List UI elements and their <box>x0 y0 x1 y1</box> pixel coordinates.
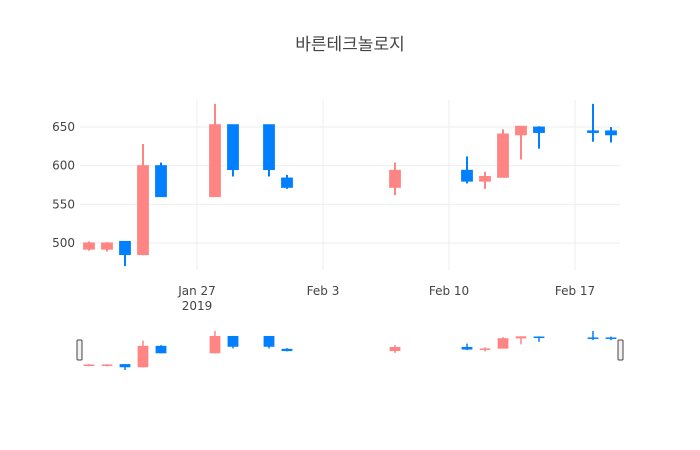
mini-candle <box>209 330 221 354</box>
mini-candle <box>533 336 545 342</box>
candle-body <box>461 169 473 182</box>
candle-body <box>101 242 113 250</box>
mini-candle-body <box>137 345 149 368</box>
candle-body <box>227 124 239 171</box>
candle-body <box>281 177 293 188</box>
candle-body <box>479 176 491 182</box>
candle-body <box>155 165 167 198</box>
mini-candle <box>119 364 131 371</box>
mini-candle-body <box>479 348 491 350</box>
mini-candle <box>479 347 491 352</box>
candle[interactable] <box>587 103 599 142</box>
candle[interactable] <box>281 174 293 189</box>
mini-candle-body <box>461 346 473 350</box>
range-slider-left-handle[interactable] <box>76 339 83 361</box>
candle-body <box>605 130 617 136</box>
mini-candle-body <box>155 345 167 354</box>
range-slider-candles <box>83 330 617 371</box>
mini-candle-body <box>119 364 131 368</box>
x-tick-label: Feb 17 <box>555 284 595 298</box>
x-tick-label: Feb 3 <box>307 284 340 298</box>
candle[interactable] <box>461 156 473 184</box>
mini-candle-body <box>281 348 293 352</box>
y-tick-label: 650 <box>52 120 75 134</box>
grid-layer <box>80 100 620 270</box>
mini-candle-body <box>227 335 239 347</box>
mini-candle-body <box>515 336 527 339</box>
candle[interactable] <box>137 144 149 256</box>
mini-candle <box>263 335 275 349</box>
mini-candle-body <box>101 364 113 366</box>
mini-candle <box>227 335 239 349</box>
mini-candle <box>515 336 527 345</box>
candle-body <box>137 165 149 256</box>
mini-candle-body <box>83 364 95 366</box>
chart-title: 바른테크놀로지 <box>295 35 404 55</box>
mini-candle <box>137 340 149 368</box>
candle[interactable] <box>119 240 131 267</box>
candle-body <box>497 133 509 178</box>
mini-candle-body <box>389 346 401 352</box>
range-slider-right-handle[interactable] <box>617 339 624 361</box>
candle[interactable] <box>497 129 509 178</box>
candle[interactable] <box>155 162 167 198</box>
mini-candle <box>101 364 113 367</box>
mini-candle <box>83 364 95 367</box>
candle[interactable] <box>389 162 401 196</box>
mini-candle <box>389 345 401 353</box>
candle-body <box>83 242 95 250</box>
mini-candle-body <box>605 337 617 339</box>
y-tick-label: 550 <box>52 197 75 211</box>
x-tick-label: 2019 <box>182 299 213 313</box>
mini-candle-body <box>497 338 509 349</box>
mini-candle <box>461 343 473 351</box>
range-slider[interactable] <box>76 330 624 371</box>
y-tick-label: 600 <box>52 159 75 173</box>
mini-candle-body <box>587 337 599 339</box>
candle-layer[interactable] <box>83 103 617 267</box>
mini-candle <box>281 348 293 352</box>
candle-body <box>209 124 221 198</box>
x-tick-label: Feb 10 <box>429 284 469 298</box>
candle[interactable] <box>515 125 527 160</box>
mini-candle-body <box>209 335 221 354</box>
mini-candle-body <box>263 335 275 347</box>
mini-candle <box>497 337 509 349</box>
mini-candle <box>587 330 599 341</box>
candle-body <box>389 169 401 188</box>
candle-body <box>263 124 275 171</box>
candle[interactable] <box>605 127 617 143</box>
mini-candle <box>155 345 167 354</box>
candle[interactable] <box>533 126 545 149</box>
x-tick-label: Jan 27 <box>177 284 216 298</box>
candle[interactable] <box>479 171 491 189</box>
candle[interactable] <box>209 103 221 198</box>
candle-body <box>533 126 545 133</box>
candle-body <box>515 125 527 136</box>
y-tick-label: 500 <box>52 236 75 250</box>
range-slider-background[interactable] <box>80 330 620 371</box>
mini-candle <box>605 336 617 341</box>
candle[interactable] <box>227 124 239 177</box>
candle-body <box>119 240 131 256</box>
candle[interactable] <box>263 124 275 177</box>
candle[interactable] <box>101 242 113 252</box>
candle[interactable] <box>83 241 95 251</box>
candle-body <box>587 130 599 133</box>
mini-candle-body <box>533 336 545 339</box>
